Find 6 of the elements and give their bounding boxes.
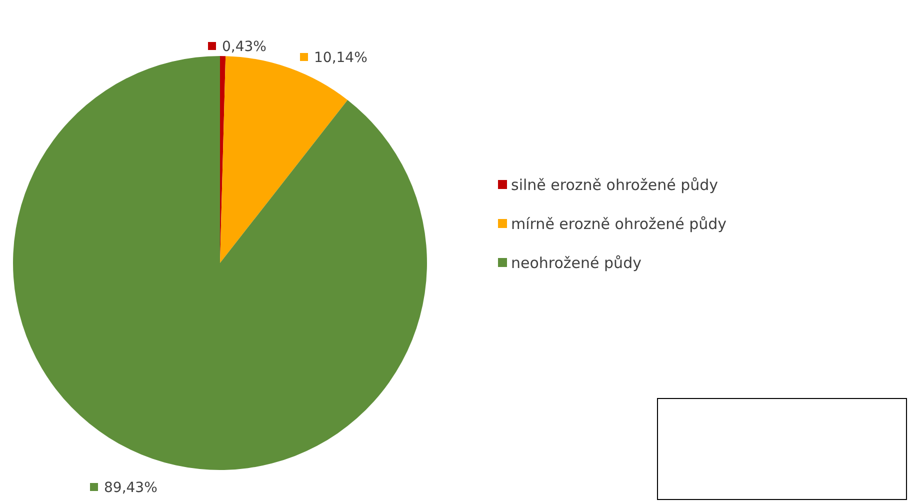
data-label: 89,43% <box>104 480 158 496</box>
data-label: 0,43% <box>222 39 266 55</box>
data-label: 10,14% <box>314 50 368 66</box>
legend-label: neohrožené půdy <box>511 254 642 272</box>
legend-label: mírně erozně ohrožené půdy <box>511 215 727 233</box>
legend-label: silně erozně ohrožené půdy <box>511 176 718 194</box>
